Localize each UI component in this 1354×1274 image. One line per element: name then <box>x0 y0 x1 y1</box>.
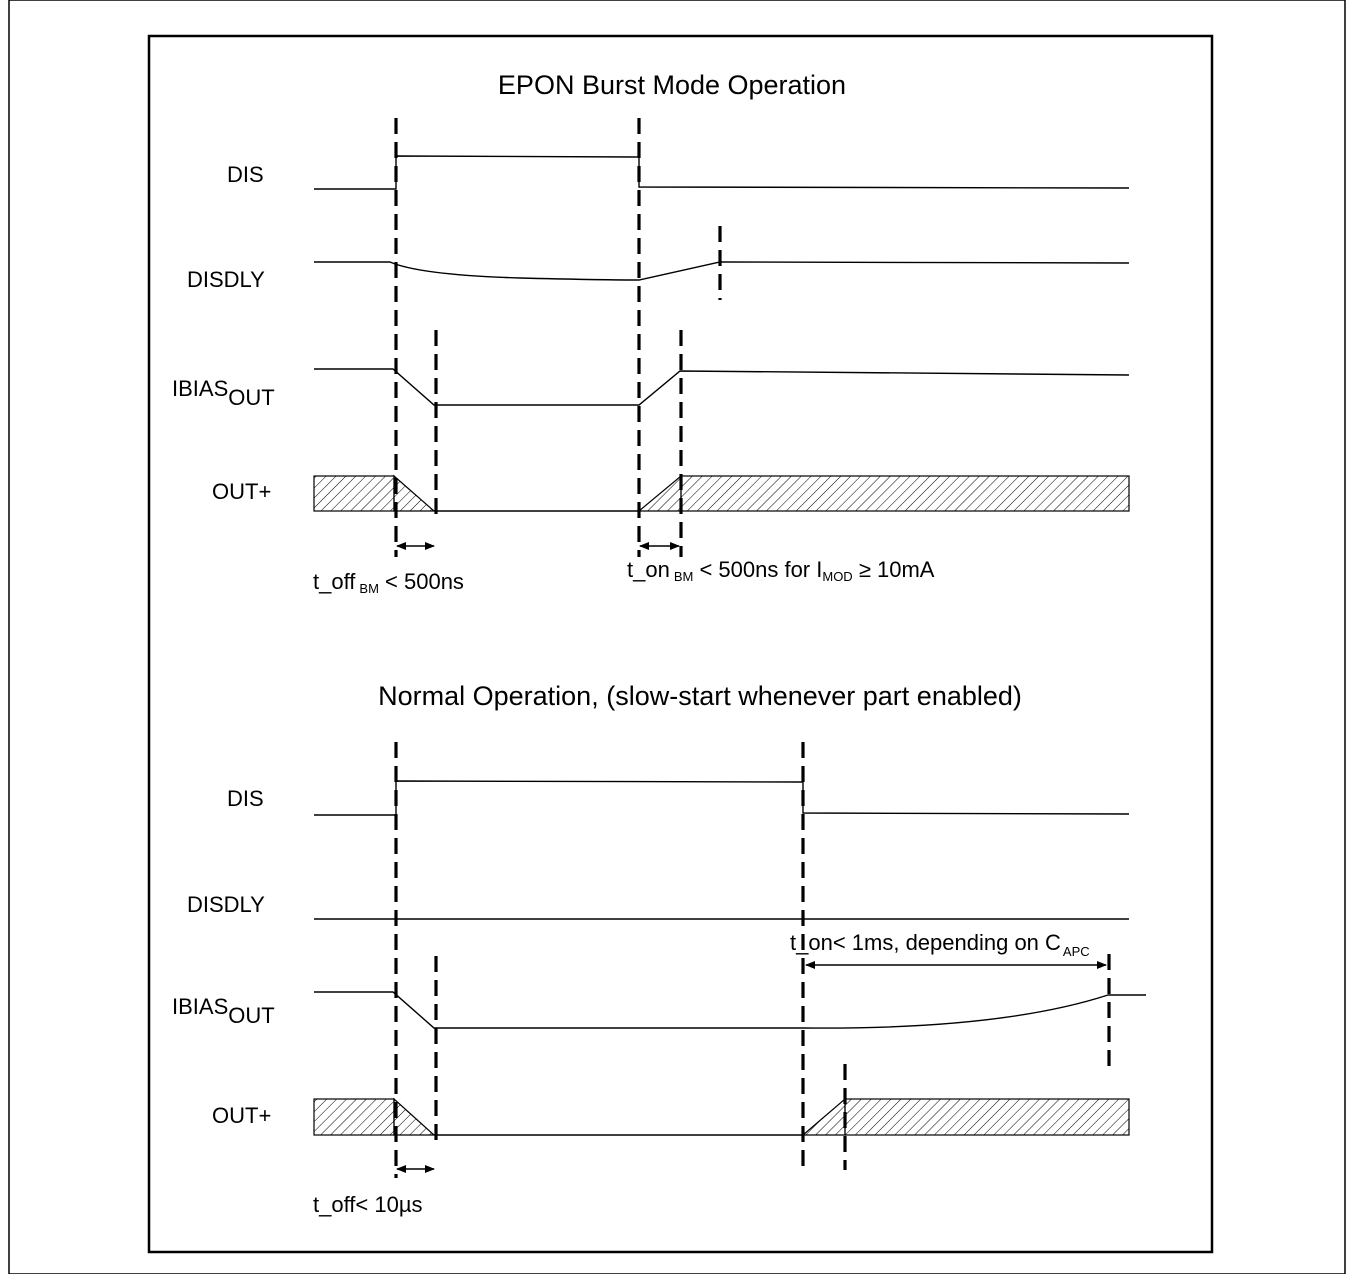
dis-waveform <box>314 155 1130 190</box>
toff-annotation-2: t_off< 10µs <box>313 1192 423 1217</box>
diagram-border <box>147 34 1214 1254</box>
ton-bm-annotation: t_on BM < 500ns for IMOD ≥ 10mA <box>627 557 935 584</box>
dis-label: DIS <box>227 162 264 187</box>
disdly-label: DISDLY <box>187 267 265 292</box>
page-frame <box>8 0 1346 1274</box>
out-data-falling-2 <box>393 1097 436 1136</box>
normal-operation-section: Normal Operation, (slow-start whenever p… <box>172 681 1146 1217</box>
ibias-out-label: IBIASOUT <box>172 376 275 410</box>
normal-operation-title: Normal Operation, (slow-start whenever p… <box>378 681 1022 711</box>
ibias-waveform-2 <box>314 991 1146 1029</box>
out-data-rising <box>637 474 682 512</box>
dis-label-2: DIS <box>227 786 264 811</box>
disdly-waveform <box>314 261 1130 281</box>
out-data-falling <box>393 474 436 512</box>
out-data-rising-2 <box>801 1097 846 1136</box>
out-data-before <box>313 475 395 512</box>
out-data-after <box>680 475 1130 512</box>
out-plus-label-2: OUT+ <box>212 1103 271 1128</box>
ton-annotation-2: t_on< 1ms, depending on C APC <box>790 930 1090 959</box>
out-data-after-2 <box>844 1098 1130 1136</box>
ibias-out-label-2: IBIASOUT <box>172 994 275 1028</box>
burst-mode-title: EPON Burst Mode Operation <box>498 70 846 100</box>
ibias-waveform <box>314 368 1130 406</box>
dis-waveform-2 <box>314 780 1130 816</box>
burst-mode-section: EPON Burst Mode Operation DIS DISDLY IBI… <box>172 70 1130 596</box>
disdly-label-2: DISDLY <box>187 892 265 917</box>
toff-bm-annotation: t_off BM < 500ns <box>313 569 464 596</box>
out-plus-label: OUT+ <box>212 479 271 504</box>
out-data-before-2 <box>313 1098 395 1136</box>
